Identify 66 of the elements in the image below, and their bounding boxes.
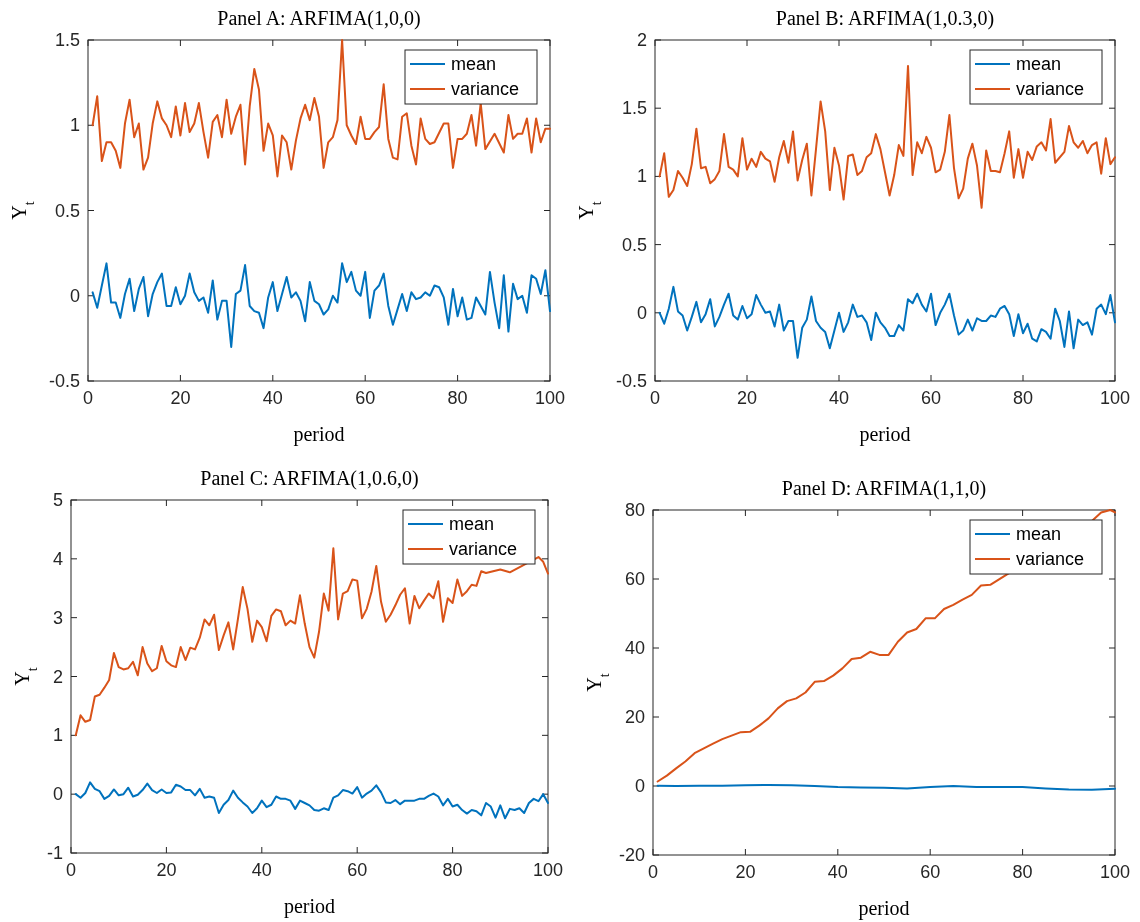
y-tick-label: 1 [636, 166, 647, 187]
x-tick-label: 100 [1099, 862, 1131, 882]
y-tick-label: 80 [624, 500, 645, 520]
y-tick-label: 0.5 [621, 234, 647, 255]
x-tick-label: 20 [735, 862, 756, 882]
y-tick-label: 2 [52, 666, 63, 687]
chart-title: Panel C: ARFIMA(1,0.6,0) [200, 467, 419, 490]
x-tick-label: 80 [442, 860, 463, 880]
x-tick-label: 40 [251, 860, 272, 880]
line-series [91, 39, 551, 178]
x-tick-label: 20 [736, 388, 758, 408]
y-tick-label: 2 [636, 30, 647, 50]
x-tick-label: 0 [649, 388, 661, 408]
y-tick-label: 1.5 [621, 98, 647, 119]
line-series [658, 285, 1116, 359]
x-tick-label: 60 [920, 862, 941, 882]
y-tick-label: 20 [624, 707, 645, 727]
chart-title: Panel B: ARFIMA(1,0.3,0) [775, 7, 995, 30]
x-tick-label: 20 [156, 860, 177, 880]
legend-label: mean [1016, 524, 1062, 544]
y-tick-label: 1 [52, 725, 63, 746]
x-tick-label: 60 [355, 388, 376, 408]
y-tick-label: -1 [46, 843, 63, 863]
y-tick-label: 40 [624, 638, 645, 658]
x-tick-label: 40 [262, 388, 283, 408]
legend-label: variance [451, 79, 520, 99]
y-tick-label: 1.5 [54, 30, 80, 50]
x-tick-label: 100 [1099, 388, 1131, 408]
y-tick-label: 0 [69, 285, 80, 306]
x-axis-title: period [283, 895, 336, 918]
legend-label: variance [1016, 549, 1085, 569]
legend-label: mean [451, 54, 497, 74]
y-tick-label: 60 [624, 569, 645, 589]
x-tick-label: 40 [828, 388, 850, 408]
x-tick-label: 40 [827, 862, 848, 882]
y-tick-label: 5 [52, 490, 63, 510]
y-tick-label: -20 [618, 845, 645, 865]
y-tick-label: 3 [52, 607, 63, 628]
x-tick-label: 60 [920, 388, 942, 408]
x-tick-label: 0 [82, 388, 94, 408]
x-tick-label: 100 [532, 860, 564, 880]
x-axis-title: period [293, 423, 345, 446]
legend-label: mean [449, 514, 495, 534]
chart-title: Panel D: ARFIMA(1,1,0) [781, 477, 987, 500]
y-tick-label: -0.5 [48, 371, 80, 391]
y-tick-label: 0 [636, 302, 647, 323]
line-series [91, 262, 551, 348]
y-tick-label: 0 [52, 784, 63, 805]
y-tick-label: 1 [69, 115, 80, 136]
x-axis-title: period [859, 423, 911, 446]
legend-label: variance [1016, 79, 1085, 99]
chart-title: Panel A: ARFIMA(1,0,0) [217, 7, 421, 30]
x-tick-label: 80 [1012, 388, 1034, 408]
x-tick-label: 100 [534, 388, 566, 408]
y-tick-label: 4 [52, 548, 63, 569]
y-tick-label: 0 [634, 776, 645, 796]
x-tick-label: 80 [447, 388, 468, 408]
x-axis-title: period [858, 897, 910, 920]
y-tick-label: -0.5 [615, 371, 647, 391]
x-tick-label: 20 [170, 388, 191, 408]
line-series [74, 781, 549, 820]
x-tick-label: 80 [1012, 862, 1033, 882]
legend-label: variance [449, 539, 518, 559]
legend-label: mean [1016, 54, 1062, 74]
x-tick-label: 60 [347, 860, 368, 880]
y-tick-label: 0.5 [54, 200, 80, 221]
